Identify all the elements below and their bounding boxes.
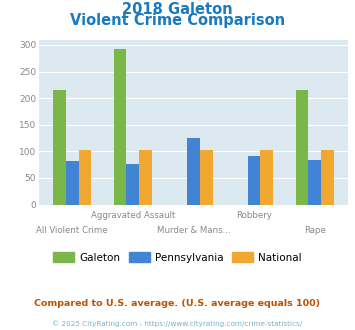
Text: 2018 Galeton: 2018 Galeton — [122, 2, 233, 16]
Text: Aggravated Assault: Aggravated Assault — [91, 211, 175, 220]
Text: Violent Crime Comparison: Violent Crime Comparison — [70, 13, 285, 28]
Bar — [187, 138, 200, 205]
Bar — [248, 156, 261, 205]
Bar — [53, 90, 66, 205]
Bar — [126, 164, 139, 205]
Bar — [308, 160, 321, 205]
Legend: Galeton, Pennsylvania, National: Galeton, Pennsylvania, National — [49, 248, 306, 267]
Bar — [139, 150, 152, 205]
Bar — [114, 49, 126, 205]
Bar — [321, 150, 334, 205]
Text: © 2025 CityRating.com - https://www.cityrating.com/crime-statistics/: © 2025 CityRating.com - https://www.city… — [53, 321, 302, 327]
Bar — [66, 161, 78, 205]
Text: Robbery: Robbery — [236, 211, 272, 220]
Bar — [261, 150, 273, 205]
Bar — [200, 150, 213, 205]
Bar — [296, 90, 308, 205]
Text: All Violent Crime: All Violent Crime — [36, 226, 108, 235]
Text: Rape: Rape — [304, 226, 326, 235]
Text: Compared to U.S. average. (U.S. average equals 100): Compared to U.S. average. (U.S. average … — [34, 299, 321, 308]
Bar — [78, 150, 91, 205]
Text: Murder & Mans...: Murder & Mans... — [157, 226, 230, 235]
